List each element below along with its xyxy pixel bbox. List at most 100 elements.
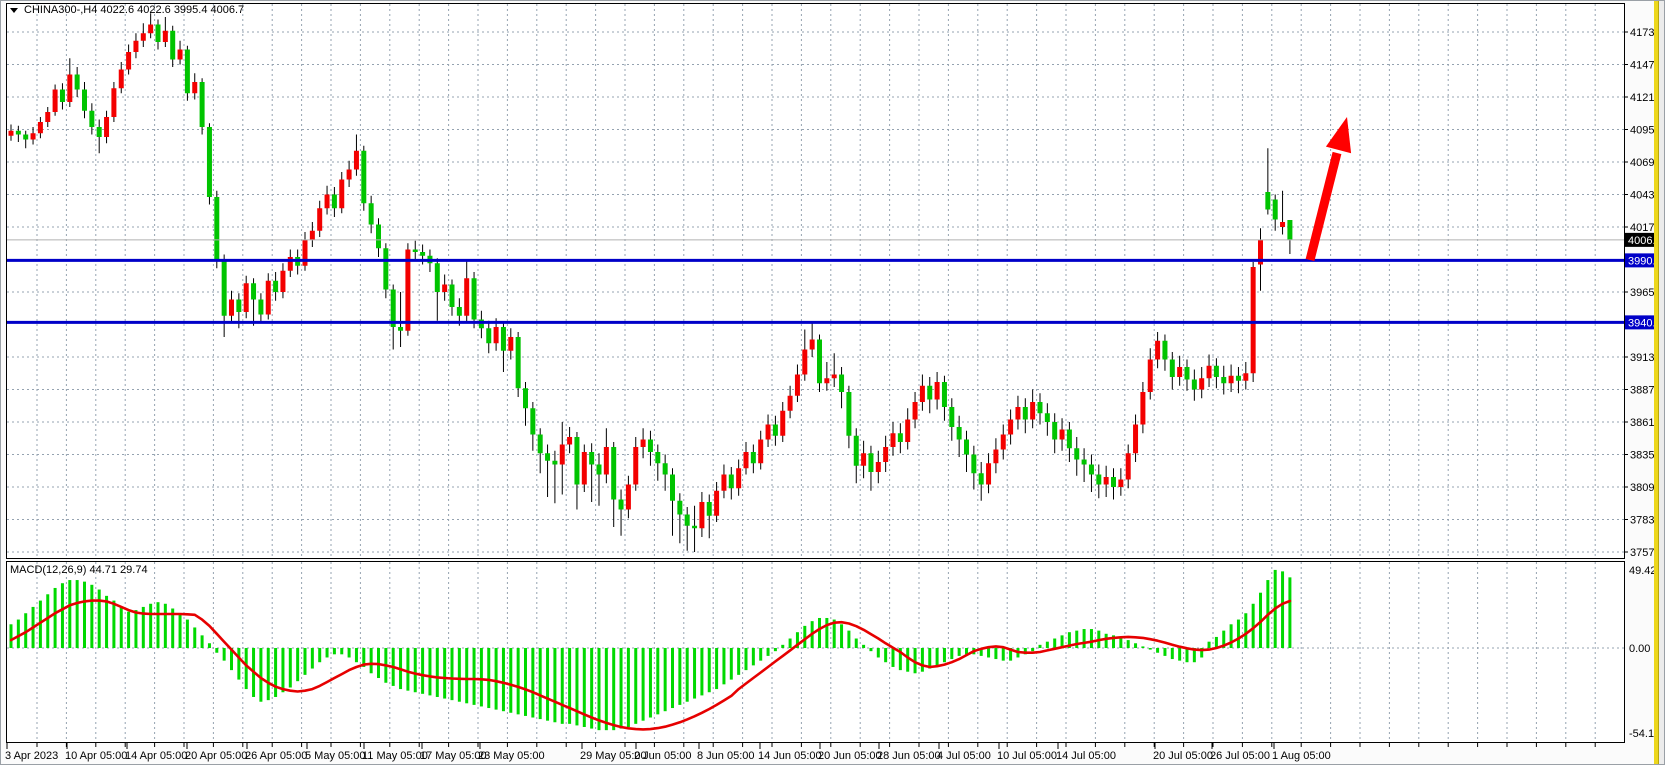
macd-histogram-bar: [1067, 632, 1071, 648]
macd-histogram-bar: [465, 648, 469, 704]
time-axis-label: 20 Apr 05:00: [185, 750, 247, 762]
candle-body: [184, 49, 190, 94]
candle-body: [1250, 267, 1256, 374]
candle-body: [412, 249, 418, 252]
candle-body: [74, 74, 80, 90]
candle-body: [758, 439, 764, 464]
macd-histogram-bar: [920, 648, 924, 672]
macd-histogram-bar: [457, 648, 461, 702]
candle-body: [1125, 453, 1131, 480]
macd-histogram-bar: [1031, 648, 1035, 652]
candle-body: [625, 484, 631, 510]
candle-body: [309, 230, 315, 240]
candle-body: [934, 382, 940, 400]
macd-histogram-bar: [163, 603, 167, 648]
candle-body: [206, 127, 212, 197]
macd-histogram-bar: [1126, 640, 1130, 648]
macd-gridlines: [7, 562, 1624, 742]
candle-body: [831, 374, 837, 379]
macd-histogram-bar: [795, 632, 799, 648]
candle-body: [214, 197, 220, 260]
candle-body: [861, 453, 867, 466]
macd-histogram-bar: [840, 624, 844, 648]
macd-histogram-bar: [957, 648, 961, 656]
candle-body: [243, 283, 249, 312]
candle-body: [941, 382, 947, 407]
candle-body: [1030, 402, 1036, 420]
macd-histogram-bar: [1112, 635, 1115, 648]
macd-histogram-bar: [1236, 619, 1240, 648]
macd-histogram-bar: [737, 648, 741, 675]
time-axis-label: 26 Apr 05:00: [245, 750, 307, 762]
macd-histogram-bar: [538, 648, 542, 720]
macd-histogram-bar: [1089, 629, 1093, 648]
macd-histogram-bar: [237, 648, 241, 680]
macd-histogram-bar: [965, 648, 968, 655]
candle-body: [883, 447, 889, 462]
macd-histogram-bar: [1207, 641, 1211, 648]
candle-body: [118, 69, 124, 89]
macd-histogram-bar: [546, 648, 550, 721]
macd-histogram-bar: [1060, 635, 1064, 648]
candle-body: [368, 203, 374, 225]
candle-body: [346, 169, 352, 180]
time-axis-label: 11 May 05:00: [362, 750, 428, 762]
trend-arrow-annotation[interactable]: [1305, 117, 1352, 262]
macd-histogram-bar: [1134, 643, 1138, 648]
chart-title: CHINA300-,H4 4022.6 4022.6 3995.4 4006.7: [24, 4, 244, 16]
candle-body: [383, 248, 389, 290]
macd-histogram-bar: [1200, 648, 1204, 658]
macd-histogram-bar: [127, 611, 131, 648]
candle-body: [442, 284, 448, 292]
macd-histogram-bar: [347, 648, 351, 658]
level-price-badge-bg: [1625, 315, 1661, 330]
candle-body: [772, 424, 778, 436]
macd-histogram-bar: [1038, 644, 1042, 648]
macd-histogram-bar: [68, 580, 72, 648]
horizontal-level-lines[interactable]: [7, 258, 1624, 324]
macd-histogram-bar: [156, 602, 160, 648]
candle-body: [1280, 222, 1286, 227]
macd-histogram-bar: [1009, 648, 1013, 661]
macd-histogram-bar: [766, 648, 770, 656]
level-price-badge-bg: [1625, 253, 1661, 268]
candle-body: [30, 133, 36, 140]
macd-histogram-bar: [193, 627, 197, 648]
macd-histogram-bar: [1001, 648, 1005, 661]
macd-histogram-bar: [678, 648, 682, 705]
candle-body: [809, 339, 815, 350]
candle-body: [765, 424, 771, 440]
macd-histogram-bar: [310, 648, 314, 669]
candle-body: [515, 337, 521, 389]
candle-body: [721, 474, 727, 491]
candle-body: [1059, 429, 1065, 440]
candle-body: [574, 437, 580, 485]
candle-body: [1000, 434, 1006, 450]
candle-body: [493, 327, 499, 344]
macd-histogram-bar: [898, 648, 902, 671]
candle-body: [376, 224, 381, 249]
macd-histogram-bar: [494, 648, 498, 710]
symbol-dropdown-icon[interactable]: [10, 8, 18, 13]
macd-pane[interactable]: [6, 561, 1625, 743]
candle-body: [449, 284, 455, 307]
main-price-pane[interactable]: [6, 3, 1625, 559]
level-price-badge: 3940.7: [1628, 317, 1662, 329]
macd-histogram-bar: [406, 648, 410, 691]
candle-body: [1022, 407, 1028, 420]
macd-histogram-bar: [847, 630, 851, 648]
candle-body: [23, 134, 29, 140]
candle-body: [743, 452, 749, 469]
macd-histogram-bar: [803, 625, 807, 648]
macd-histogram-bar: [928, 648, 932, 669]
candle-body: [1081, 459, 1087, 465]
candle-body: [714, 490, 720, 516]
candle-body: [1155, 340, 1161, 360]
candle-body: [434, 263, 440, 292]
macd-histogram-bar: [90, 584, 94, 648]
candle-body: [162, 30, 168, 42]
macd-histogram-bar: [281, 648, 285, 693]
candle-body: [398, 327, 404, 331]
time-axis-label: 14 Jul 05:00: [1056, 750, 1116, 762]
